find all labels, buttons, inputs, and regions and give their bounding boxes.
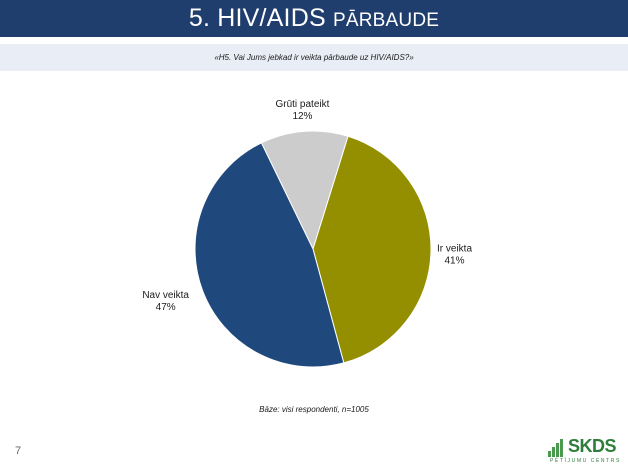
- base-note: Bāze: visi respondenti, n=1005: [259, 405, 369, 414]
- page-title: 5. HIV/AIDS PĀRBAUDE: [188, 4, 440, 32]
- pie-slice-grūti-pateikt: [260, 130, 349, 251]
- slice-label-value: 41%: [445, 256, 465, 267]
- pie-slice-nav-veikta: [194, 142, 345, 368]
- page-number: 7: [15, 445, 22, 457]
- logo-subtitle: PĒTĪJUMU CENTRS: [550, 458, 621, 464]
- question-band: «H5. Vai Jums jebkad ir veikta pārbaude …: [0, 44, 628, 71]
- pie-slice-ir-veikta: [312, 135, 432, 364]
- slice-label-value: 47%: [156, 302, 176, 313]
- slice-label-name: Nav veikta: [142, 290, 189, 301]
- survey-question: «H5. Vai Jums jebkad ir veikta pārbaude …: [214, 53, 414, 62]
- logo-bars-icon: [548, 437, 563, 457]
- slice-label-name: Grūti pateikt: [275, 99, 329, 110]
- page-title-small: PĀRBAUDE: [332, 10, 440, 31]
- title-bar: 5. HIV/AIDS PĀRBAUDE: [0, 0, 628, 37]
- logo-text: SKDS: [568, 436, 617, 456]
- slice-label-name: Ir veikta: [437, 244, 472, 255]
- slice-label-value: 12%: [292, 111, 312, 122]
- skds-logo: SKDS PĒTĪJUMU CENTRS: [548, 432, 628, 468]
